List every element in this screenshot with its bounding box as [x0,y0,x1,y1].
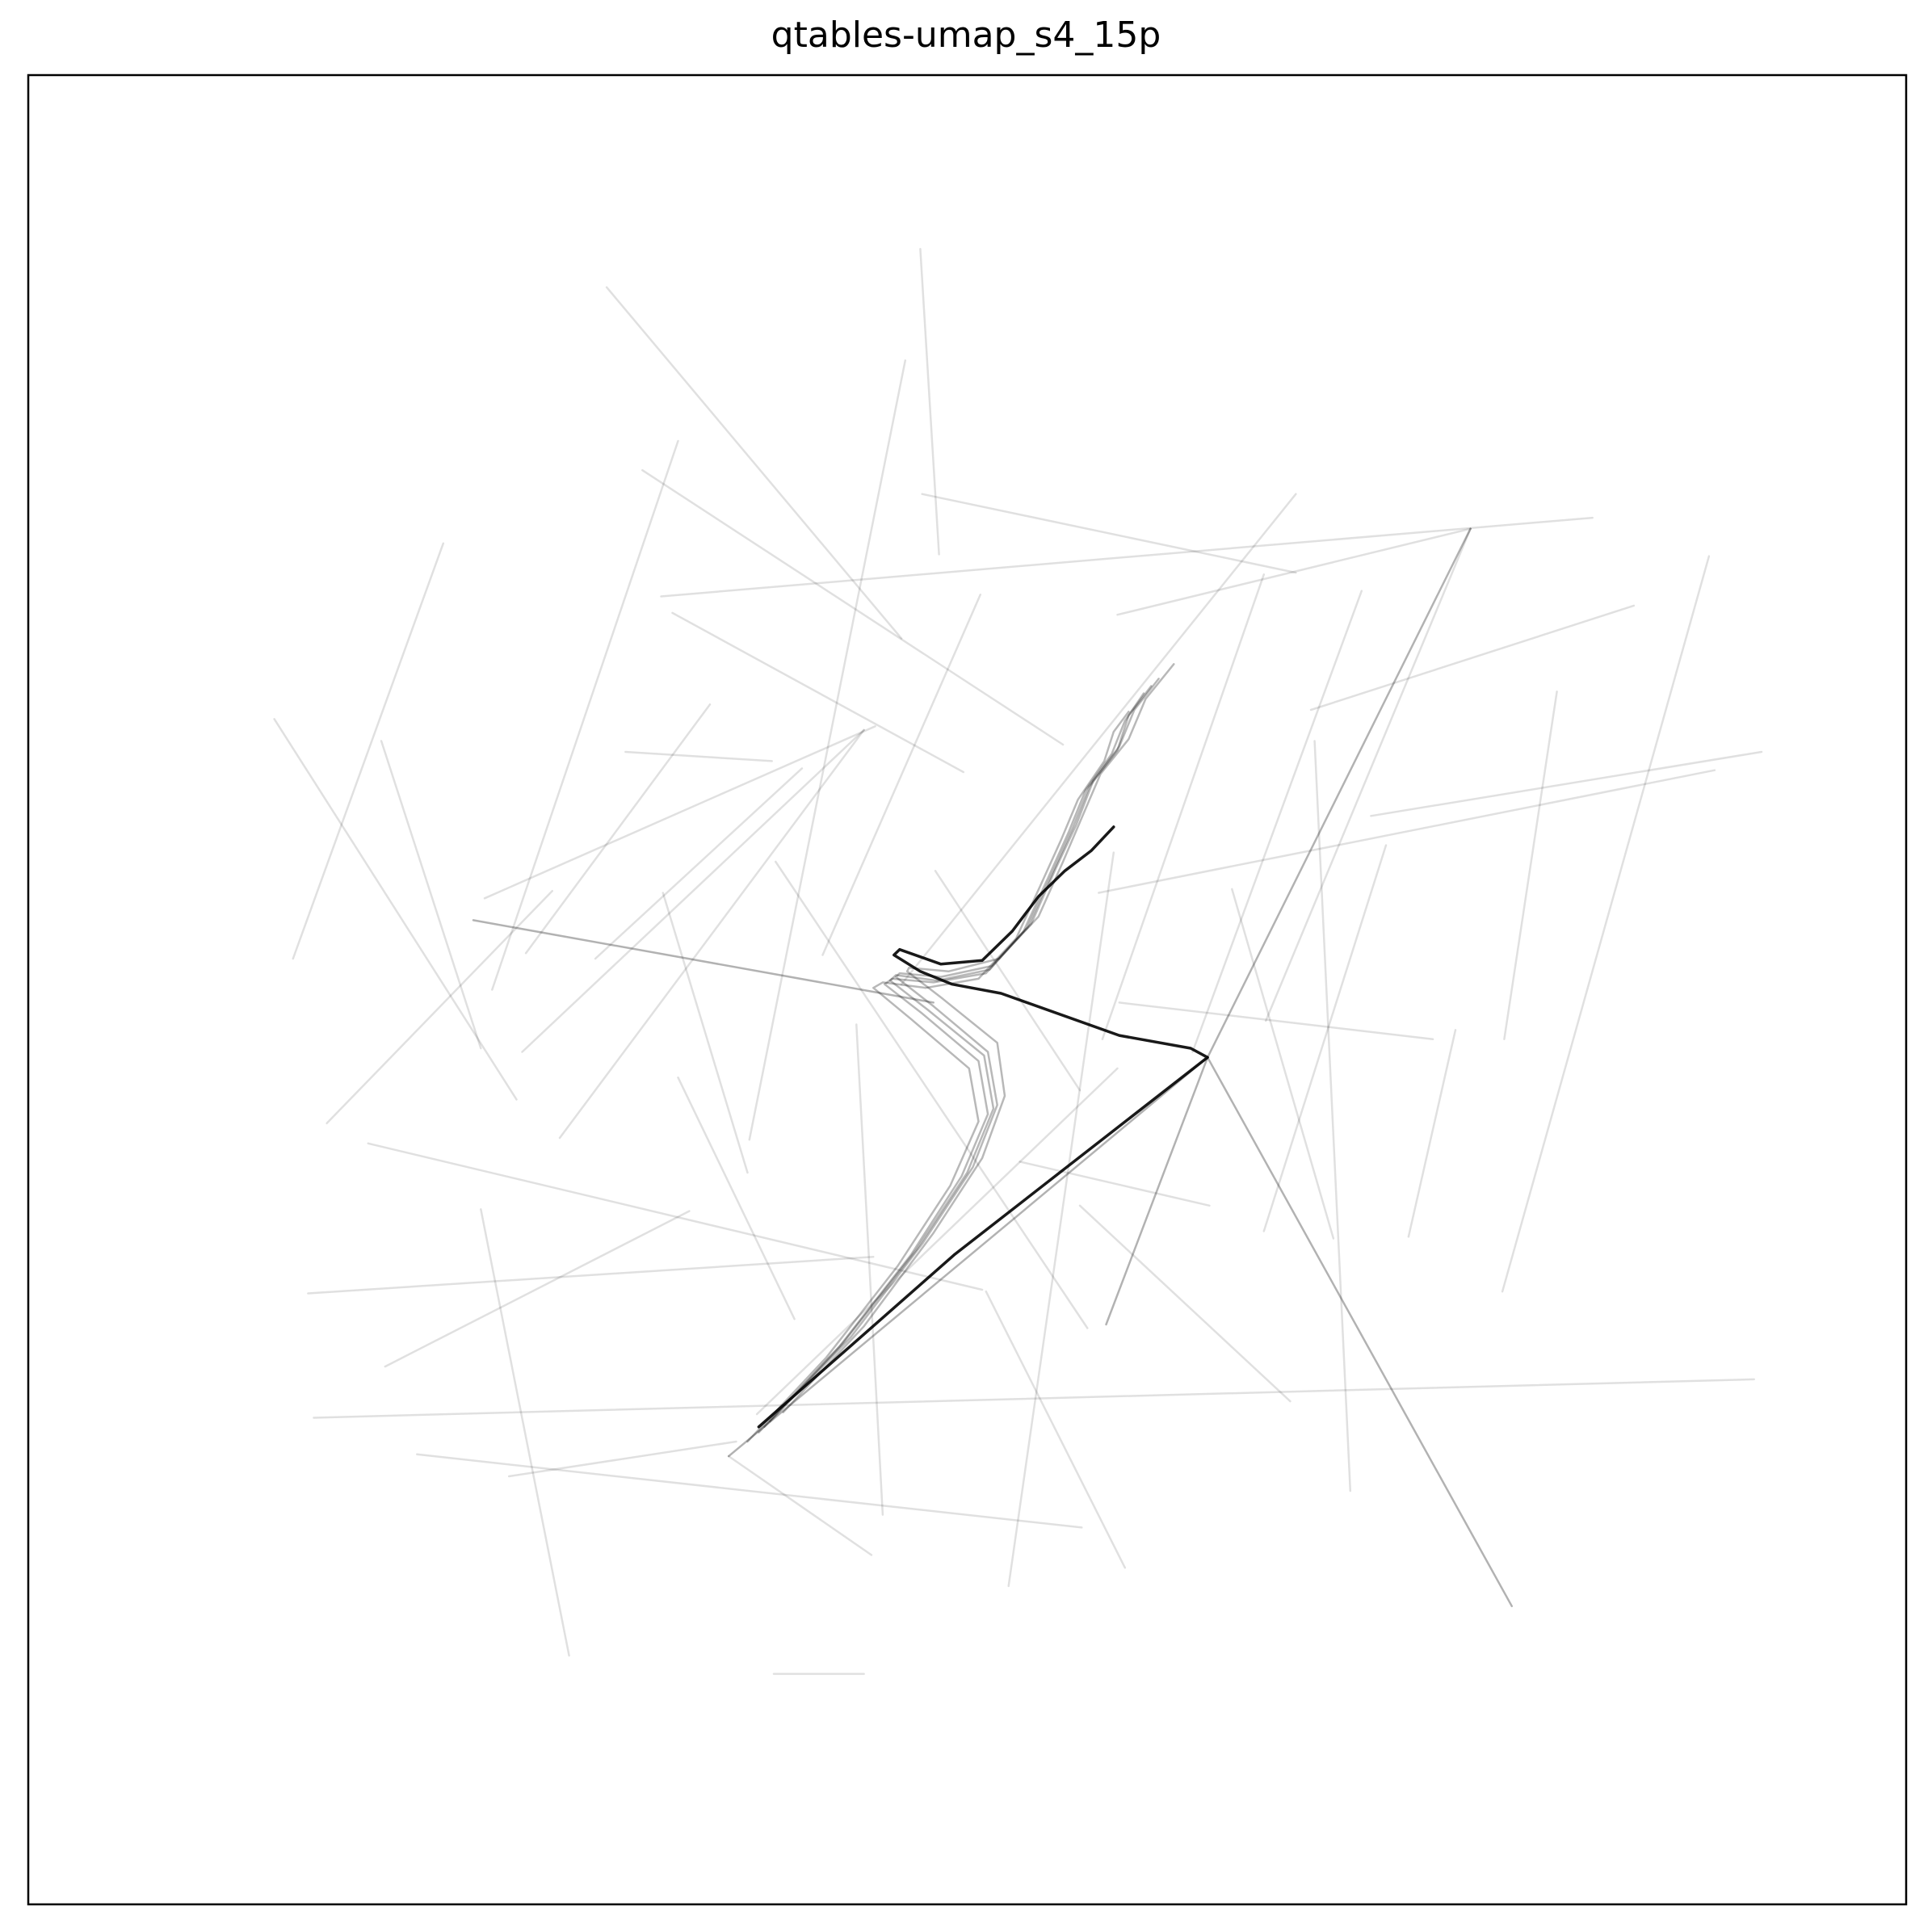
trajectory-line [367,1142,984,1291]
trajectory-line [307,1255,875,1295]
trajectory-line [919,247,940,556]
main-trajectory [757,825,1209,1429]
hub-trajectory-line [1105,1056,1209,1326]
trajectory-line [921,493,1297,574]
trajectory-line [748,359,907,1141]
bundle-trajectory-line [746,710,1130,1443]
trajectory-line [1007,851,1115,1588]
trajectory-line [1309,604,1636,712]
trajectory-line [416,1453,1083,1529]
trajectory-line [507,1440,737,1478]
trajectory-line [273,718,518,1101]
trajectory-line [671,611,965,774]
trajectory-line [855,1023,884,1516]
hub-trajectory-line [1206,1056,1514,1608]
trajectory-line [524,703,712,955]
trajectory-line [1313,740,1352,1492]
hub-trajectory-line [727,1056,1209,1458]
trajectory-line [558,728,865,1140]
trajectory-line [727,1455,873,1556]
trajectory-line [821,594,982,956]
hub-trajectories [472,527,1514,1608]
trajectory-line [521,728,865,1053]
main-trajectory-line [757,825,1209,1429]
trajectory-line [1231,888,1335,1240]
trajectory-line [1101,573,1266,1040]
trajectory-line [483,725,876,900]
trajectory-line [594,767,804,960]
trajectory-line [624,750,773,762]
bundle-trajectory-line [758,692,1145,1434]
trajectory-line [1118,1001,1434,1040]
trajectory-line [660,516,1594,598]
trajectory-line [1116,527,1472,616]
dense-trajectory-bundle [746,663,1175,1443]
trajectory-line [1503,691,1558,1040]
trajectory-line [380,740,482,1050]
bundle-trajectory-line [782,663,1175,1413]
trajectory-line [1191,590,1363,1053]
trajectory-line [1264,527,1472,1022]
trajectory-line [313,1378,1755,1419]
trajectory-line [326,889,553,1125]
trajectory-line [491,439,679,991]
trajectory-line [480,1208,570,1657]
trajectory-line [662,892,749,1174]
trajectory-line [1078,1204,1292,1403]
hub-trajectory-line [472,919,934,1004]
trajectory-line [900,493,1297,985]
hub-trajectory-line [1206,527,1472,1059]
trajectory-line [605,286,903,640]
axes-frame [27,73,1908,1906]
trajectory-line [1262,844,1388,1232]
trajectory-line [985,1290,1127,1569]
trajectory-line [1407,1029,1457,1238]
trajectory-line [755,1067,1119,1416]
trajectory-line [384,1210,691,1368]
trajectory-line [1370,750,1763,817]
trajectory-line [775,860,1089,1329]
trajectory-line [1501,555,1711,1293]
trajectory-line [934,870,1082,1092]
bundle-trajectory-line [769,678,1160,1423]
trajectory-line [641,468,1065,746]
trajectory-line [677,1076,796,1320]
trajectory-line [1098,769,1716,894]
chart-title: qtables-umap_s4_15p [771,15,1161,56]
background-trajectories [273,247,1763,1675]
trajectory-line [1018,1161,1211,1207]
bundle-trajectory-line [763,685,1153,1429]
trajectory-line [292,542,445,960]
